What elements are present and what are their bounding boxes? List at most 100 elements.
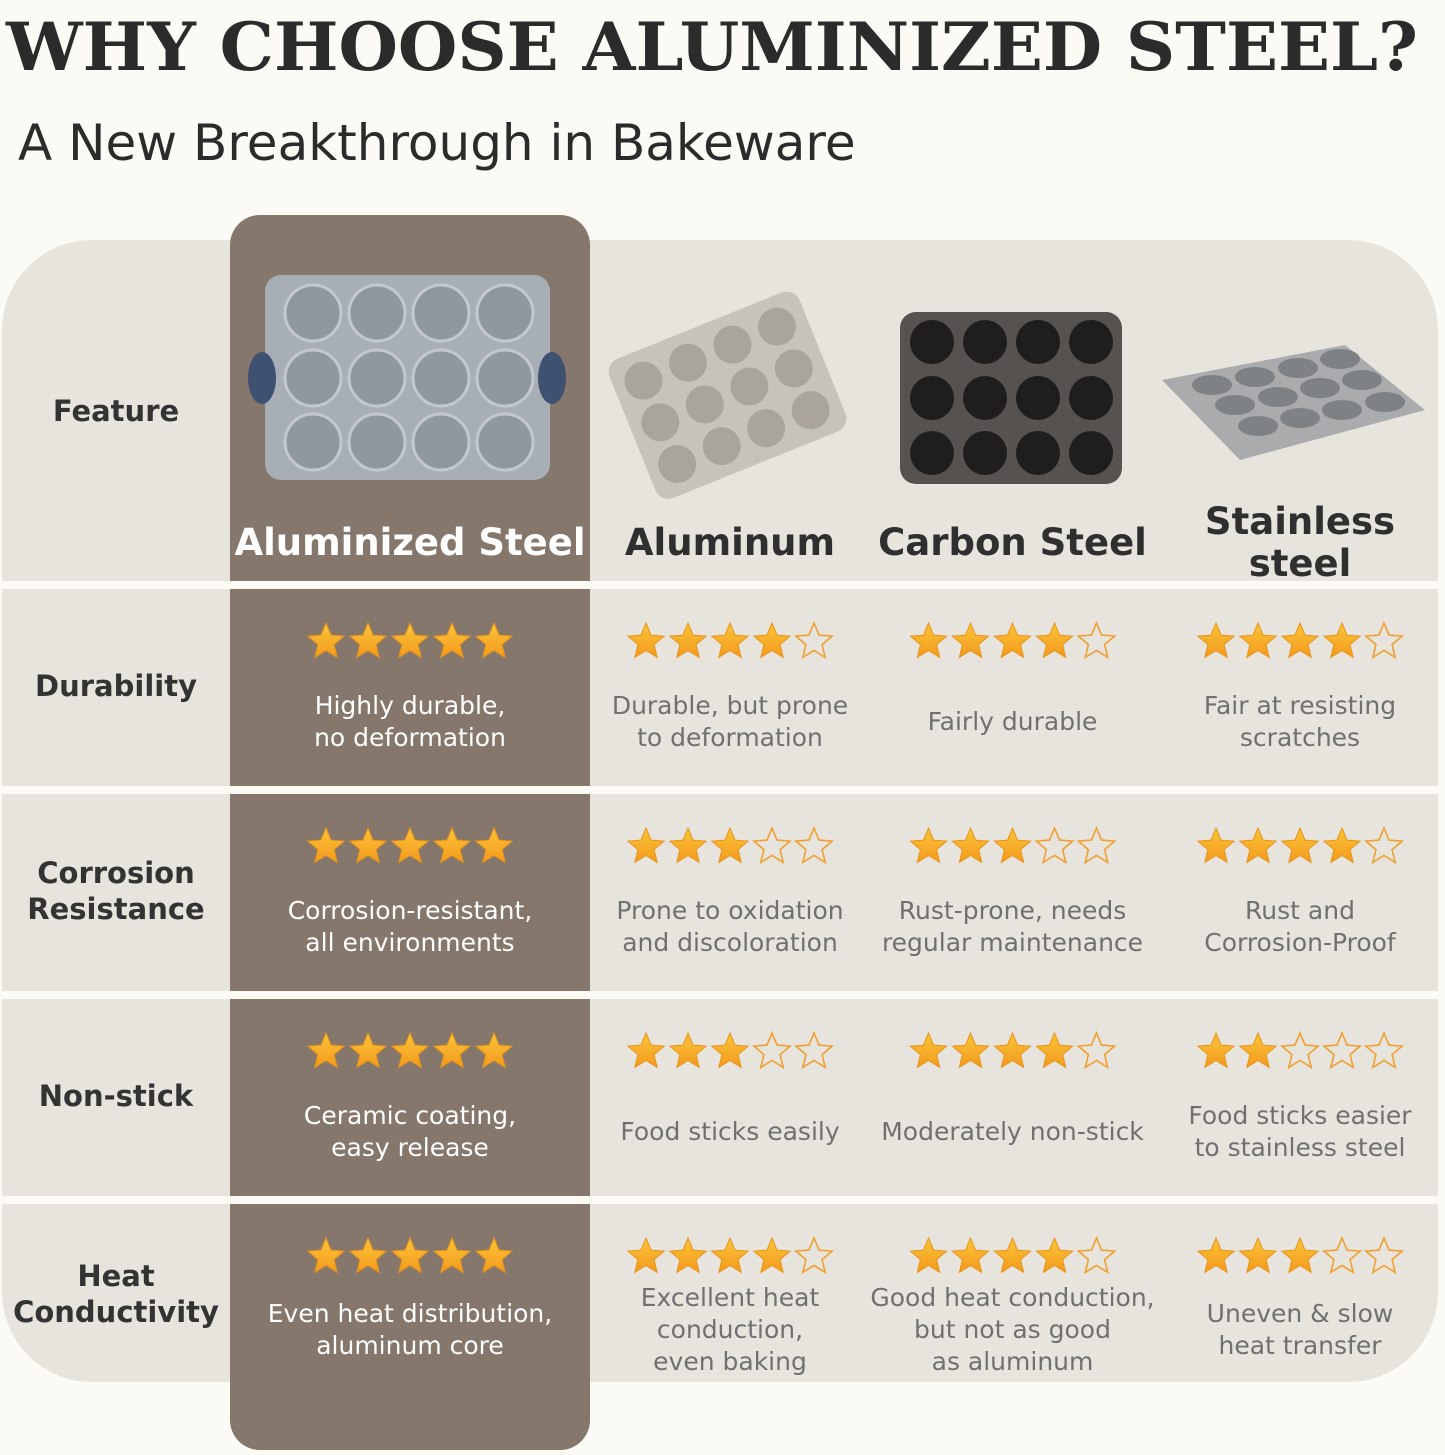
cell-text: Prone to oxidation and discoloration bbox=[590, 873, 870, 980]
star-filled bbox=[1035, 1031, 1074, 1069]
feature-line: Conductivity bbox=[13, 1294, 219, 1329]
star-filled bbox=[993, 1236, 1032, 1274]
cell-text-line: to deformation bbox=[637, 722, 823, 752]
star-filled bbox=[390, 1031, 430, 1069]
column-header-line: Carbon Steel bbox=[878, 520, 1147, 564]
star-rating bbox=[306, 1236, 514, 1274]
corner-label: Feature bbox=[52, 393, 180, 428]
cell-text-line: Even heat distribution, bbox=[267, 1298, 553, 1328]
star-empty bbox=[1321, 1030, 1363, 1070]
cell-text: Highly durable, no deformation bbox=[230, 668, 590, 775]
feature-line: Corrosion bbox=[37, 855, 195, 890]
cell-text-line: Corrosion-resistant, bbox=[287, 895, 533, 925]
cell-text: Fair at resisting scratches bbox=[1155, 668, 1445, 775]
cell-text-line: Highly durable, bbox=[314, 690, 506, 720]
row-separator bbox=[2, 1196, 1438, 1204]
title: WHY CHOOSE ALUMINIZED STEEL? bbox=[5, 8, 1418, 86]
star-filled bbox=[474, 1236, 514, 1274]
row-separator bbox=[2, 991, 1438, 999]
cell-text-line: scratches bbox=[1239, 722, 1361, 752]
star-filled bbox=[1035, 621, 1074, 659]
star-rating bbox=[1196, 1030, 1405, 1070]
star-rating bbox=[1196, 620, 1405, 660]
feature-label: Durability bbox=[2, 590, 230, 781]
star-filled bbox=[1196, 1236, 1236, 1274]
star-rating bbox=[626, 1030, 835, 1070]
star-filled bbox=[1238, 1236, 1278, 1274]
star-filled bbox=[909, 621, 948, 659]
pan-aluminized bbox=[248, 275, 566, 480]
cell-text-line: Excellent heat bbox=[640, 1282, 820, 1312]
star-filled bbox=[432, 1236, 472, 1274]
pan-aluminum bbox=[608, 291, 847, 499]
row-separator bbox=[2, 581, 1438, 589]
star-rating bbox=[1196, 1235, 1405, 1275]
cell-text: Good heat conduction, but not as good as a… bbox=[870, 1283, 1155, 1376]
star-filled bbox=[306, 621, 346, 659]
star-filled bbox=[993, 621, 1032, 659]
cell-text-line: Uneven & slow bbox=[1206, 1298, 1394, 1328]
cell-text-line: Prone to oxidation bbox=[616, 895, 844, 925]
cell-text-line: Fair at resisting bbox=[1203, 690, 1397, 720]
cell-text-line: all environments bbox=[305, 927, 515, 957]
cell-text-line: Durable, but prone bbox=[611, 690, 849, 720]
cell-text-line: Fairly durable bbox=[927, 706, 1098, 736]
star-filled bbox=[474, 826, 514, 864]
star-filled bbox=[993, 826, 1032, 864]
cell-text-line: and discoloration bbox=[622, 927, 838, 957]
star-filled bbox=[1196, 621, 1236, 659]
star-rating bbox=[909, 825, 1117, 865]
cell-text: Uneven & slow heat transfer bbox=[1155, 1283, 1445, 1376]
feature-label: Corrosion Resistance bbox=[2, 795, 230, 986]
subtitle: A New Breakthrough in Bakeware bbox=[18, 114, 856, 172]
cell-text-line: Rust-prone, needs bbox=[898, 895, 1127, 925]
star-filled bbox=[1280, 1236, 1320, 1274]
cell-text-line: as aluminum bbox=[931, 1346, 1094, 1376]
cell-text-line: aluminum core bbox=[316, 1330, 504, 1360]
star-empty bbox=[793, 1030, 835, 1070]
cell-text-line: Food sticks easily bbox=[620, 1116, 840, 1146]
star-filled bbox=[710, 1236, 750, 1274]
column-header: Aluminum bbox=[590, 500, 870, 585]
star-filled bbox=[474, 621, 514, 659]
star-filled bbox=[626, 826, 666, 864]
star-filled bbox=[951, 826, 990, 864]
star-filled bbox=[1196, 1031, 1236, 1069]
star-filled bbox=[348, 1031, 388, 1069]
star-rating bbox=[909, 620, 1117, 660]
star-filled bbox=[1280, 826, 1320, 864]
star-filled bbox=[348, 1236, 388, 1274]
cell-text: Corrosion-resistant, all environments bbox=[230, 873, 590, 980]
star-empty bbox=[1076, 825, 1117, 865]
cell-text: Excellent heat conduction, even baking bbox=[590, 1283, 870, 1376]
star-empty bbox=[1076, 620, 1117, 660]
star-filled bbox=[390, 621, 430, 659]
star-filled bbox=[951, 1236, 990, 1274]
star-filled bbox=[710, 621, 750, 659]
star-empty bbox=[793, 825, 835, 865]
cell-text-line: regular maintenance bbox=[881, 927, 1144, 957]
column-header-line: Aluminized Steel bbox=[234, 520, 586, 564]
feature-label: Heat Conductivity bbox=[2, 1205, 230, 1382]
star-filled bbox=[432, 1031, 472, 1069]
star-empty bbox=[1363, 1030, 1405, 1070]
cell-text-line: Corrosion-Proof bbox=[1204, 927, 1396, 957]
star-rating bbox=[626, 825, 835, 865]
star-empty bbox=[793, 1235, 835, 1275]
column-header-line: Stainless bbox=[1204, 499, 1396, 543]
star-rating bbox=[306, 1031, 514, 1069]
cell-text: Fairly durable bbox=[870, 668, 1155, 775]
star-filled bbox=[909, 1031, 948, 1069]
column-header: Carbon Steel bbox=[870, 500, 1155, 585]
cell-text: Even heat distribution, aluminum core bbox=[230, 1283, 590, 1376]
star-filled bbox=[1280, 621, 1320, 659]
star-empty bbox=[1076, 1235, 1117, 1275]
star-filled bbox=[909, 826, 948, 864]
column-header-line: Aluminum bbox=[624, 520, 836, 564]
star-filled bbox=[951, 1031, 990, 1069]
row-separator bbox=[2, 786, 1438, 794]
star-empty bbox=[1034, 825, 1075, 865]
star-filled bbox=[626, 1236, 666, 1274]
star-rating bbox=[626, 620, 835, 660]
